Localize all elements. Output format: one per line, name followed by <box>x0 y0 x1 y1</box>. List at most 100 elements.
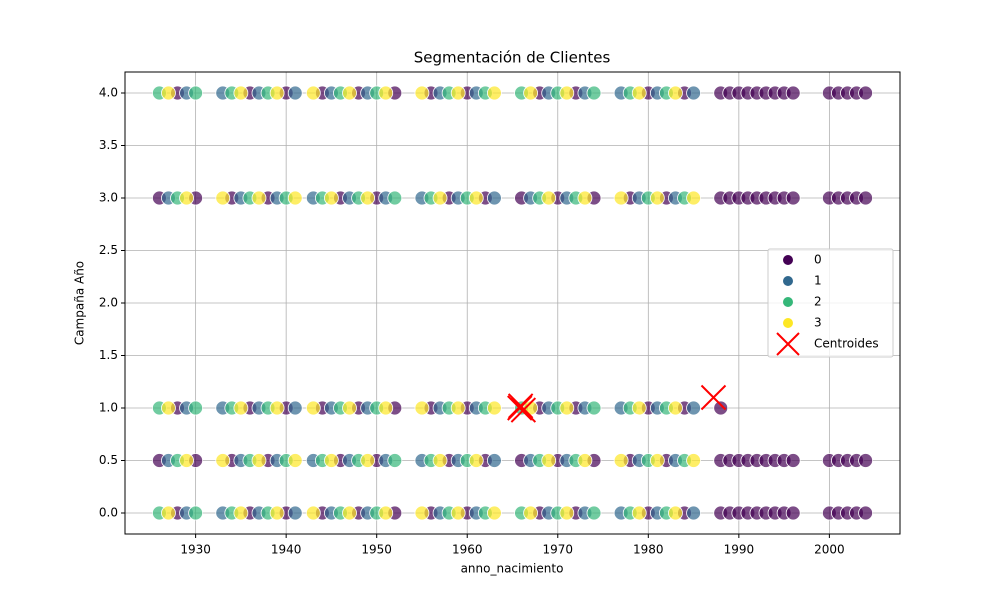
point <box>785 190 801 206</box>
point <box>305 85 321 101</box>
y-tick-label: 3.0 <box>99 191 118 205</box>
point <box>785 85 801 101</box>
point <box>586 400 602 416</box>
point <box>631 400 647 416</box>
legend: 0 1 2 3 Centroides <box>767 248 894 358</box>
x-tick-label: 1970 <box>542 543 573 557</box>
point <box>305 505 321 521</box>
point <box>686 190 701 206</box>
y-tick-label: 3.5 <box>99 138 118 152</box>
point <box>858 190 873 206</box>
point <box>785 453 801 468</box>
point <box>188 400 204 416</box>
point <box>287 505 303 521</box>
centroid <box>507 393 534 419</box>
point <box>215 190 231 206</box>
chart-title: Segmentación de Clientes <box>414 49 611 67</box>
point <box>251 453 267 468</box>
x-tick-label: 1950 <box>361 543 392 557</box>
point <box>287 400 303 416</box>
y-tick-label: 1.0 <box>99 401 118 415</box>
x-tick-label: 1930 <box>180 543 211 557</box>
point <box>577 453 593 468</box>
point <box>668 505 683 521</box>
point <box>161 85 176 101</box>
point <box>523 505 539 521</box>
point <box>486 505 502 521</box>
point <box>161 400 176 416</box>
marks <box>152 85 873 521</box>
point <box>233 400 249 416</box>
point <box>649 453 665 468</box>
point <box>324 190 339 206</box>
y-axis-label: Campaña Año <box>73 261 87 345</box>
point <box>378 505 394 521</box>
point <box>486 400 502 416</box>
point <box>858 505 873 521</box>
point <box>179 453 194 468</box>
point <box>586 85 602 101</box>
y-tick-label: 0.0 <box>99 506 118 520</box>
centroid <box>510 397 537 423</box>
point <box>188 505 204 521</box>
legend-label: 0 <box>814 253 822 267</box>
point <box>541 190 557 206</box>
legend-marker <box>783 276 793 286</box>
point <box>432 190 448 206</box>
point <box>342 85 357 101</box>
x-tick-label: 1990 <box>724 543 755 557</box>
point <box>668 85 683 101</box>
point <box>188 85 204 101</box>
point <box>251 190 267 206</box>
point <box>649 190 665 206</box>
point <box>668 400 683 416</box>
point <box>233 85 249 101</box>
point <box>414 505 430 521</box>
legend-marker <box>783 255 793 265</box>
point <box>686 505 701 521</box>
y-tick-label: 1.5 <box>99 348 118 362</box>
point <box>342 400 357 416</box>
point <box>713 400 729 416</box>
point <box>233 505 249 521</box>
legend-marker <box>776 332 800 356</box>
point <box>541 453 557 468</box>
point <box>686 85 701 101</box>
point <box>686 400 701 416</box>
legend-label: 2 <box>814 295 822 309</box>
x-axis-label: anno_nacimiento <box>461 562 564 576</box>
point <box>269 400 285 416</box>
legend-label: 1 <box>814 274 822 288</box>
y-tick-label: 4.0 <box>99 86 118 100</box>
x-tick-label: 2000 <box>814 543 845 557</box>
point <box>387 453 403 468</box>
point <box>360 453 376 468</box>
y-tick-label: 0.5 <box>99 453 118 467</box>
point <box>613 453 629 468</box>
point <box>686 453 701 468</box>
point <box>559 505 575 521</box>
point <box>486 85 502 101</box>
point <box>450 85 466 101</box>
point <box>858 453 873 468</box>
point <box>287 85 303 101</box>
legend-marker <box>783 318 793 328</box>
point <box>414 85 430 101</box>
point <box>287 190 303 206</box>
legend-label: 3 <box>814 316 822 330</box>
point <box>269 505 285 521</box>
x-tick-label: 1960 <box>452 543 483 557</box>
point <box>631 505 647 521</box>
point <box>342 505 357 521</box>
point <box>215 453 231 468</box>
point <box>387 190 403 206</box>
point <box>468 190 484 206</box>
point <box>468 453 484 468</box>
point <box>378 85 394 101</box>
point <box>486 453 502 468</box>
point <box>179 190 194 206</box>
point <box>586 505 602 521</box>
point <box>577 190 593 206</box>
point <box>523 85 539 101</box>
